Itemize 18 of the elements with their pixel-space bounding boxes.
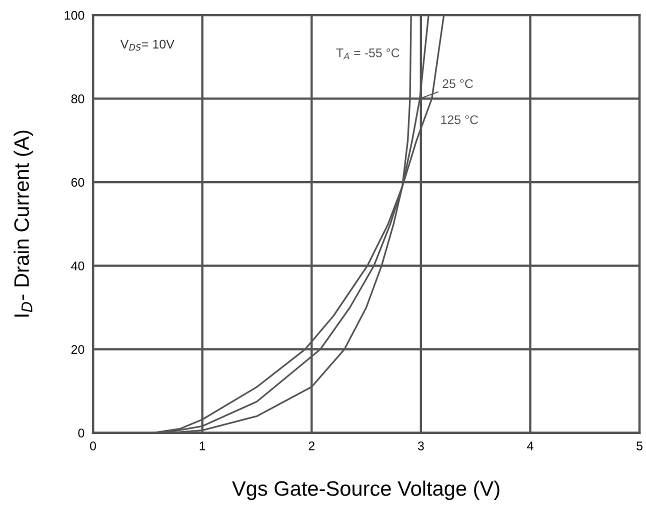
x-tick-label: 2 <box>308 442 314 450</box>
x-tick-label: 1 <box>200 442 206 450</box>
x-tick-label: 4 <box>527 442 534 450</box>
y-tick-label: 100 <box>64 10 84 20</box>
series-label: 125 °C <box>441 115 478 124</box>
y-tick-label: 40 <box>71 262 84 270</box>
y-tick-label: 20 <box>71 345 84 354</box>
x-tick-label: 5 <box>636 442 642 450</box>
y-tick-label: 0 <box>78 428 84 438</box>
y-tick-label: 60 <box>71 178 84 187</box>
y-axis-title: I$_{D}$- Drain Current (A) <box>14 130 34 317</box>
x-tick-label: 0 <box>90 442 96 450</box>
y-tick-label: 80 <box>71 94 84 104</box>
x-tick-label: 3 <box>418 442 424 450</box>
series-label: 25 °C <box>442 79 473 88</box>
annotation: V$_{DS}$= 10V <box>120 40 174 51</box>
series-label: T$_{A}$ = -55 °C <box>336 48 400 60</box>
x-axis-title: Vgs Gate-Source Voltage (V) <box>232 480 500 500</box>
